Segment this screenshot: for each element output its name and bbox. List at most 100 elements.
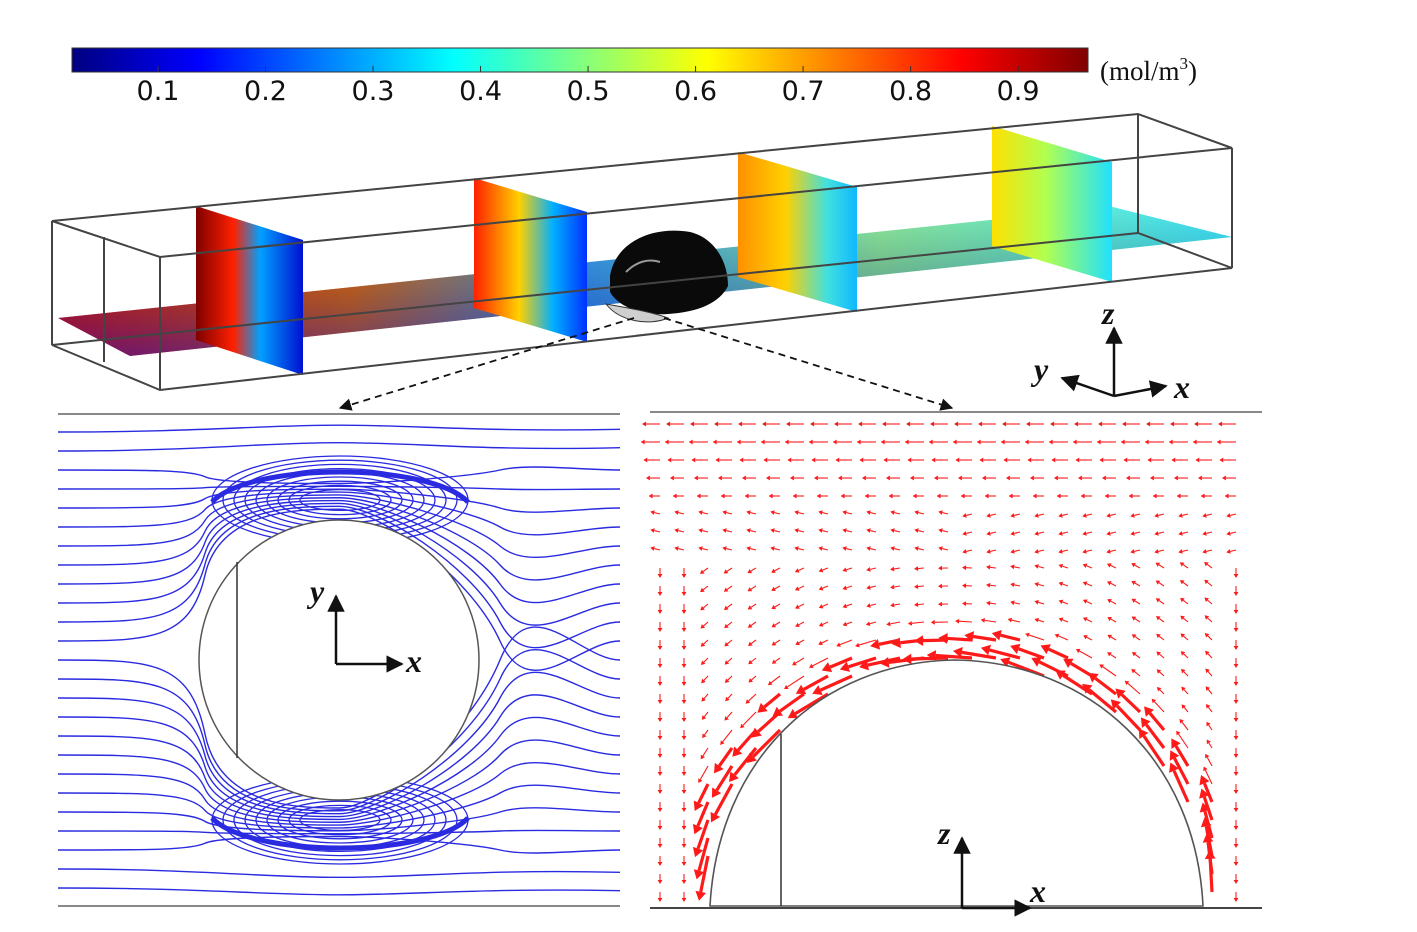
velocity-arrowhead xyxy=(1029,475,1034,481)
velocity-arrowhead xyxy=(1077,475,1082,481)
velocity-arrowhead xyxy=(746,510,751,515)
vortex-loop xyxy=(277,800,403,840)
velocity-arrowhead xyxy=(980,617,986,623)
leader-arrow-right xyxy=(663,317,954,411)
velocity-arrowhead xyxy=(681,844,687,848)
velocity-arrow xyxy=(966,531,973,534)
velocity-arrowhead xyxy=(657,772,663,776)
velocity-arrow xyxy=(893,567,901,570)
velocity-arrowhead xyxy=(681,664,687,668)
velocity-arrow xyxy=(1000,633,1021,642)
velocity-arrowhead xyxy=(1010,549,1015,554)
velocity-arrow xyxy=(1148,712,1166,732)
velocity-arrow xyxy=(750,639,757,645)
velocity-arrowhead xyxy=(645,475,650,481)
velocity-arrow xyxy=(774,585,781,590)
velocity-arrowhead xyxy=(1056,493,1061,499)
velocity-arrowhead xyxy=(720,493,725,499)
velocity-arrowhead xyxy=(1180,651,1186,656)
velocity-arrow xyxy=(726,512,733,515)
velocity-arrowhead xyxy=(1034,564,1039,569)
velocity-arrowhead xyxy=(1205,704,1211,709)
velocity-arrow xyxy=(713,783,734,816)
velocity-arrow xyxy=(1174,745,1190,767)
velocity-arrowhead xyxy=(1180,597,1185,603)
velocity-arrow xyxy=(1038,513,1045,516)
velocity-arrowhead xyxy=(688,439,693,445)
velocity-arrow xyxy=(1038,583,1045,587)
velocity-arrowhead xyxy=(930,421,934,427)
velocity-arrowhead xyxy=(666,421,670,427)
velocity-arrow xyxy=(750,548,757,551)
velocity-arrowhead xyxy=(724,678,730,683)
velocity-arrowhead xyxy=(712,439,717,445)
velocity-arrow xyxy=(726,530,733,533)
velocity-arrowhead xyxy=(1058,617,1064,623)
velocity-arrow xyxy=(750,585,757,590)
velocity-arrowhead xyxy=(888,493,893,499)
velocity-arrowhead xyxy=(1124,680,1130,686)
velocity-arrow xyxy=(1230,531,1237,534)
velocity-arrowhead xyxy=(1200,817,1212,828)
velocity-arrow xyxy=(821,639,829,644)
velocity-arrowhead xyxy=(745,699,751,704)
colorbar-tick-label: 0.8 xyxy=(889,76,932,107)
panel-side-z-label: z xyxy=(937,815,951,851)
velocity-arrow xyxy=(750,621,757,626)
velocity-arrowhead xyxy=(1106,531,1111,536)
velocity-arrow xyxy=(726,603,733,609)
velocity-arrow xyxy=(1014,602,1021,605)
velocity-arrowhead xyxy=(792,493,797,499)
panel-top-view: y x xyxy=(57,413,621,907)
velocity-arrow xyxy=(703,621,709,627)
velocity-arrowhead xyxy=(1199,788,1210,799)
velocity-arrowhead xyxy=(906,421,910,427)
velocity-arrow xyxy=(1158,618,1165,623)
velocity-arrowhead xyxy=(938,546,943,551)
velocity-arrowhead xyxy=(722,528,727,533)
velocity-arrow xyxy=(1110,531,1117,534)
velocity-arrowhead xyxy=(818,510,823,515)
velocity-arrow xyxy=(1182,513,1189,516)
velocity-arrow xyxy=(751,675,757,681)
velocity-arrow xyxy=(1014,566,1021,569)
droplet-profile xyxy=(709,659,1204,907)
velocity-arrowhead xyxy=(1005,475,1010,481)
velocity-arrow xyxy=(1120,693,1142,714)
velocity-arrowhead xyxy=(882,421,886,427)
velocity-arrow xyxy=(742,711,757,726)
velocity-arrow xyxy=(1158,635,1165,641)
velocity-arrowhead xyxy=(699,569,705,574)
velocity-arrowhead xyxy=(902,653,912,665)
velocity-arrow xyxy=(1110,636,1117,641)
velocity-arrowhead xyxy=(866,603,871,608)
slice-2 xyxy=(474,178,587,342)
velocity-arrowhead xyxy=(891,637,901,649)
velocity-arrowhead xyxy=(936,493,941,499)
velocity-arrowhead xyxy=(1233,808,1239,812)
velocity-arrow xyxy=(1062,583,1069,587)
velocity-arrowhead xyxy=(1205,686,1211,691)
velocity-arrowhead xyxy=(795,622,800,627)
velocity-arrowhead xyxy=(1206,739,1211,745)
velocity-arrowhead xyxy=(1156,651,1161,656)
streamline xyxy=(57,784,621,829)
velocity-arrowhead xyxy=(842,603,848,609)
velocity-arrow xyxy=(1202,782,1214,803)
velocity-arrowhead xyxy=(722,510,727,515)
velocity-arrowhead xyxy=(1202,549,1207,554)
velocity-arrow xyxy=(846,548,853,551)
velocity-arrowhead xyxy=(1204,561,1209,567)
velocity-arrow xyxy=(846,603,853,607)
velocity-arrowhead xyxy=(700,587,705,593)
velocity-arrowhead xyxy=(1096,439,1101,445)
velocity-arrowhead xyxy=(818,640,823,646)
velocity-arrowhead xyxy=(1034,582,1039,587)
velocity-arrowhead xyxy=(771,568,776,573)
velocity-arrowhead xyxy=(1082,599,1088,604)
velocity-arrow xyxy=(1127,682,1141,695)
velocity-arrowhead xyxy=(1099,664,1104,669)
velocity-arrowhead xyxy=(1048,439,1053,445)
velocity-arrow xyxy=(917,585,925,588)
